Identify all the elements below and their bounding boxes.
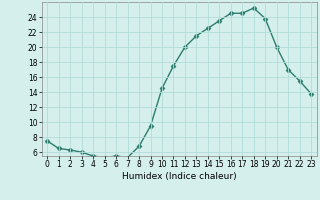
X-axis label: Humidex (Indice chaleur): Humidex (Indice chaleur): [122, 172, 236, 181]
